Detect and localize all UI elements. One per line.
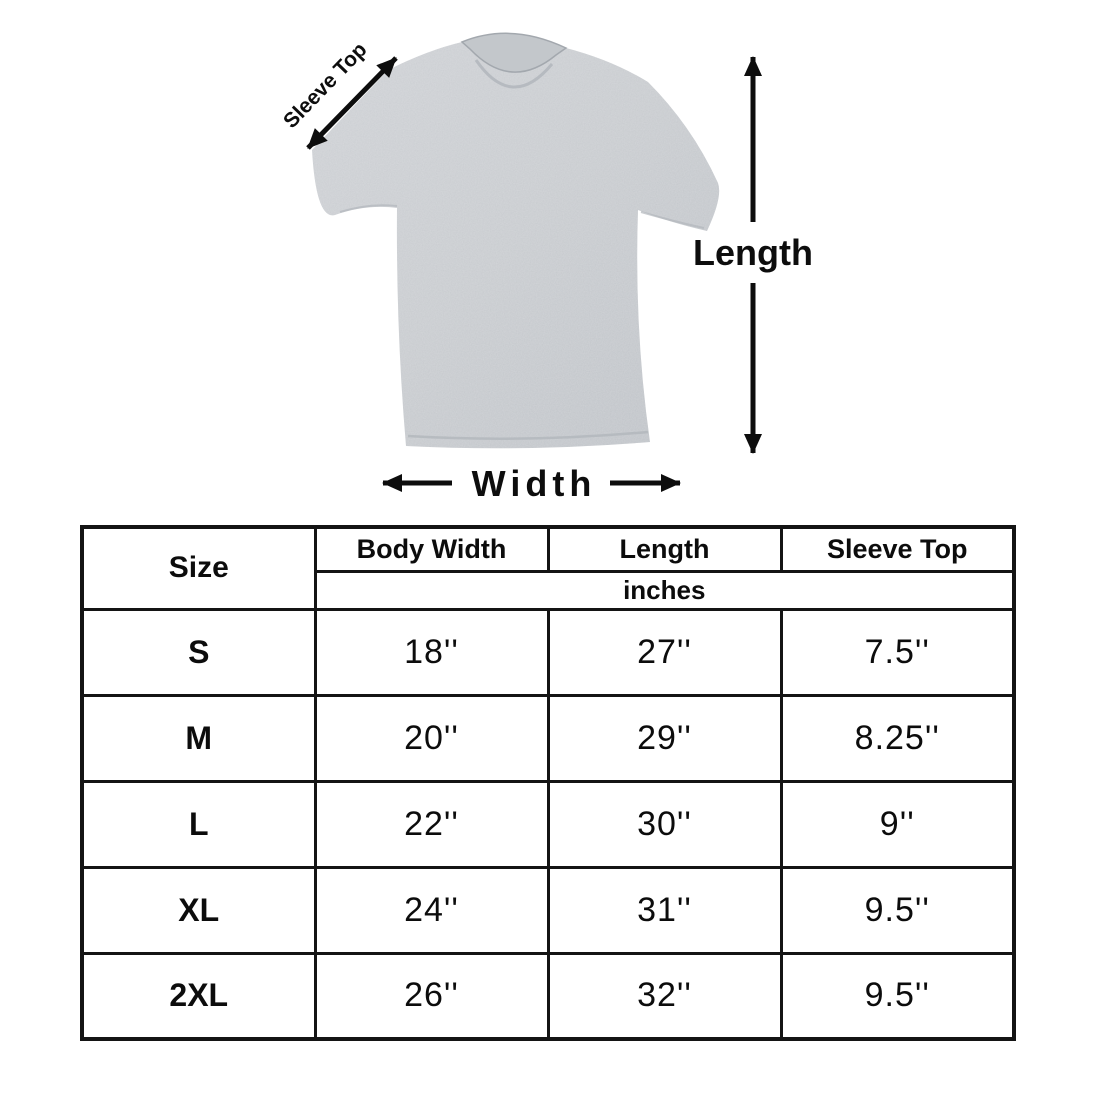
table-row: M 20'' 29'' 8.25'' xyxy=(80,693,1016,783)
row-sleeve-top: 8.25'' xyxy=(779,693,1016,783)
row-size: L xyxy=(80,779,317,869)
header-sleeve-top: Sleeve Top xyxy=(779,525,1016,573)
tshirt-measurement-diagram: Sleeve Top Length Width xyxy=(279,32,813,504)
sleeve-top-arrow xyxy=(306,56,398,150)
row-length: 27'' xyxy=(546,607,783,697)
row-sleeve-top: 9'' xyxy=(779,779,1016,869)
row-sleeve-top: 9.5'' xyxy=(779,865,1016,955)
row-length: 32'' xyxy=(546,951,783,1041)
row-body-width: 20'' xyxy=(313,693,550,783)
unit-label: inches xyxy=(313,569,1016,611)
row-length: 31'' xyxy=(546,865,783,955)
row-sleeve-top: 7.5'' xyxy=(779,607,1016,697)
tshirt-hem-seam xyxy=(407,430,649,440)
row-size: 2XL xyxy=(80,951,317,1041)
table-row: 2XL 26'' 32'' 9.5'' xyxy=(80,951,1016,1041)
table-row: S 18'' 27'' 7.5'' xyxy=(80,607,1016,697)
row-length: 30'' xyxy=(546,779,783,869)
row-body-width: 22'' xyxy=(313,779,550,869)
row-body-width: 24'' xyxy=(313,865,550,955)
row-length: 29'' xyxy=(546,693,783,783)
table-row: L 22'' 30'' 9'' xyxy=(80,779,1016,869)
table-header-row: Size Body Width Length Sleeve Top xyxy=(80,525,1016,611)
tshirt-collar xyxy=(460,32,568,73)
row-sleeve-top: 9.5'' xyxy=(779,951,1016,1041)
width-label: Width xyxy=(472,463,597,504)
tshirt-heather-texture xyxy=(312,33,720,449)
length-label: Length xyxy=(693,232,813,273)
table-unit-row: inches xyxy=(82,569,1016,611)
tshirt-left-sleeve-seam xyxy=(339,204,398,213)
header-length: Length xyxy=(546,525,783,573)
header-body-width: Body Width xyxy=(313,525,550,573)
row-body-width: 18'' xyxy=(313,607,550,697)
table-row: XL 24'' 31'' 9.5'' xyxy=(80,865,1016,955)
row-size: XL xyxy=(80,865,317,955)
size-chart-table: Size Body Width Length Sleeve Top inches… xyxy=(80,525,1016,1041)
tshirt-collar-seam xyxy=(474,59,554,89)
header-size: Size xyxy=(80,525,317,611)
tshirt-graphic xyxy=(312,32,720,449)
measurement-arrows xyxy=(306,56,762,492)
row-size: M xyxy=(80,693,317,783)
row-body-width: 26'' xyxy=(313,951,550,1041)
row-size: S xyxy=(80,607,317,697)
tshirt-right-sleeve-seam xyxy=(640,211,705,229)
